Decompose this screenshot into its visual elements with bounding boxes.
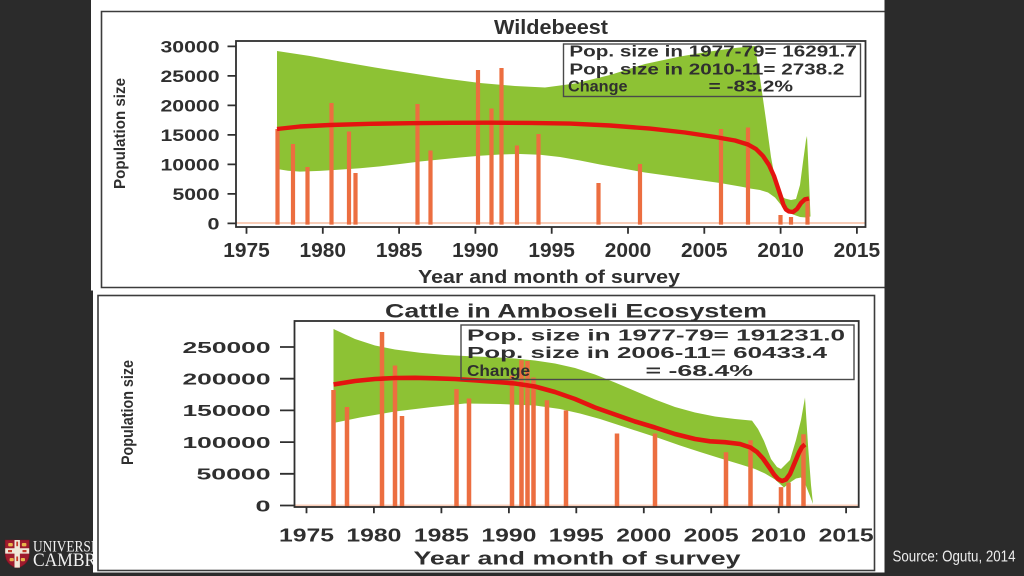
svg-text:2005: 2005 xyxy=(684,526,739,546)
svg-text:2010: 2010 xyxy=(751,526,806,546)
svg-text:10000: 10000 xyxy=(161,156,220,175)
svg-text:Cattle in Amboseli Ecosystem: Cattle in Amboseli Ecosystem xyxy=(385,302,767,323)
svg-text:Population size: Population size xyxy=(118,360,137,465)
svg-text:2010: 2010 xyxy=(757,240,804,262)
svg-text:2015: 2015 xyxy=(819,526,874,546)
svg-text:Population size: Population size xyxy=(112,78,129,189)
svg-text:Wildebeest: Wildebeest xyxy=(494,17,608,39)
svg-text:20000: 20000 xyxy=(161,97,220,116)
svg-text:1990: 1990 xyxy=(481,526,536,546)
svg-text:1985: 1985 xyxy=(414,526,469,546)
svg-text:25000: 25000 xyxy=(161,67,220,86)
svg-text:Year and month of survey: Year and month of survey xyxy=(418,267,680,287)
svg-text:Change: Change xyxy=(568,79,628,96)
svg-text:Pop. size in 1977-79= 16291.7: Pop. size in 1977-79= 16291.7 xyxy=(569,44,857,61)
svg-text:0: 0 xyxy=(256,498,271,515)
svg-text:1995: 1995 xyxy=(528,240,575,262)
svg-text:Year and month of survey: Year and month of survey xyxy=(414,549,741,569)
svg-text:200000: 200000 xyxy=(183,372,271,389)
svg-text:2015: 2015 xyxy=(834,240,881,262)
svg-text:1980: 1980 xyxy=(346,526,401,546)
svg-text:= -68.4%: = -68.4% xyxy=(646,363,754,380)
svg-text:Pop. size in 2010-11= 2738.2: Pop. size in 2010-11= 2738.2 xyxy=(569,62,844,79)
svg-text:Pop. size in 1977-79= 191231.0: Pop. size in 1977-79= 191231.0 xyxy=(467,328,845,345)
svg-text:= -83.2%: = -83.2% xyxy=(709,79,794,96)
svg-text:1990: 1990 xyxy=(452,240,499,262)
svg-text:50000: 50000 xyxy=(197,467,271,484)
svg-text:2000: 2000 xyxy=(605,240,652,262)
svg-text:5000: 5000 xyxy=(173,185,220,204)
svg-text:2005: 2005 xyxy=(681,240,728,262)
svg-text:Change: Change xyxy=(467,363,530,380)
svg-text:30000: 30000 xyxy=(161,38,220,57)
svg-text:150000: 150000 xyxy=(183,403,271,420)
svg-text:15000: 15000 xyxy=(161,126,220,145)
svg-text:1975: 1975 xyxy=(223,240,270,262)
svg-text:250000: 250000 xyxy=(183,340,271,357)
svg-text:1985: 1985 xyxy=(376,240,423,262)
svg-text:Source: Ogutu, 2014: Source: Ogutu, 2014 xyxy=(893,549,1016,566)
svg-text:2000: 2000 xyxy=(616,526,671,546)
svg-text:1995: 1995 xyxy=(549,526,604,546)
svg-text:100000: 100000 xyxy=(183,435,271,452)
svg-text:0: 0 xyxy=(208,215,220,234)
svg-text:Pop. size in 2006-11= 60433.4: Pop. size in 2006-11= 60433.4 xyxy=(467,345,827,362)
svg-text:1975: 1975 xyxy=(279,526,334,546)
svg-text:1980: 1980 xyxy=(300,240,347,262)
